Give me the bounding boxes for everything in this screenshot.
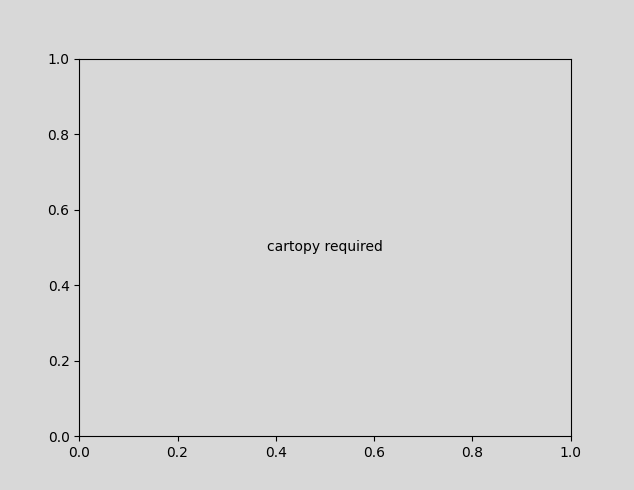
Text: cartopy required: cartopy required — [267, 241, 383, 254]
